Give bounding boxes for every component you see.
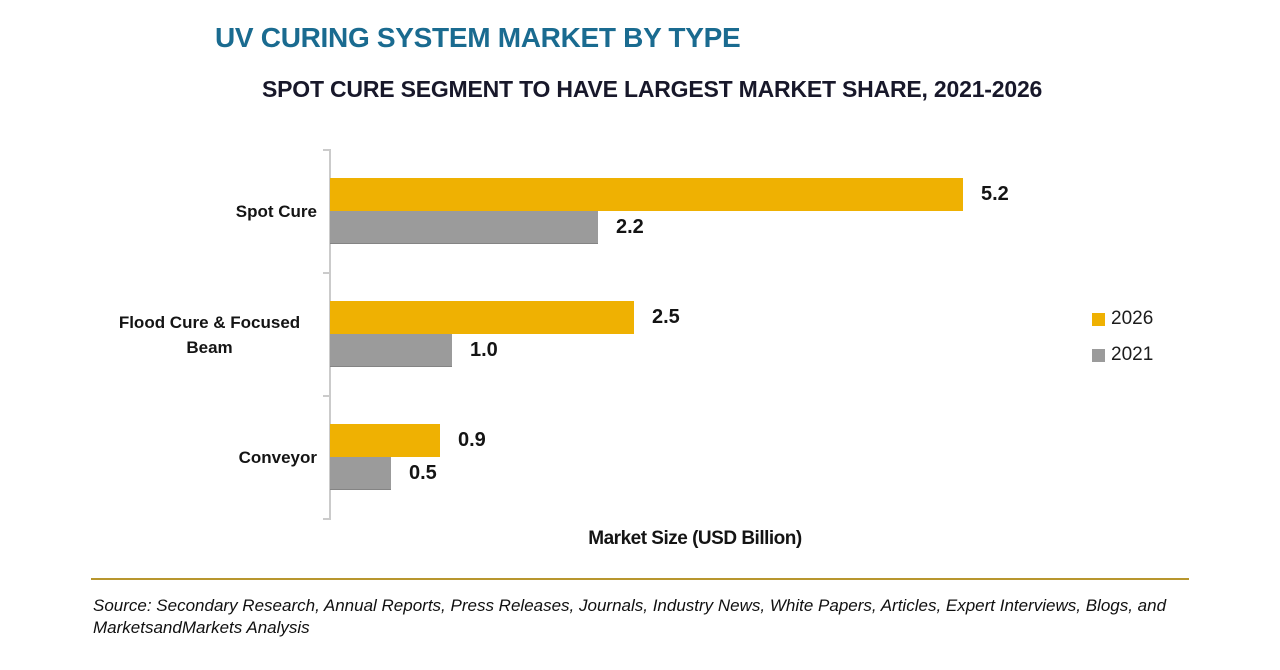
- axis-tick: [323, 149, 331, 151]
- category-label: Flood Cure & Focused Beam: [118, 312, 301, 357]
- value-label: 5.2: [981, 183, 1009, 205]
- legend-item-2026: 2026: [1092, 309, 1153, 329]
- bar-2026: [330, 424, 440, 457]
- legend-label: 2021: [1111, 344, 1154, 365]
- category-label: Spot Cure: [235, 202, 317, 221]
- value-label: 2.5: [652, 306, 680, 328]
- legend-label: 2026: [1111, 308, 1154, 329]
- axis-tick: [323, 272, 331, 274]
- legend-swatch-icon: [1092, 312, 1105, 326]
- x-axis-title: Market Size (USD Billion): [588, 528, 802, 549]
- legend-item-2021: 2021: [1092, 345, 1153, 365]
- value-label: 0.9: [458, 429, 486, 451]
- axis-tick: [323, 395, 331, 397]
- chart-subtitle: SPOT CURE SEGMENT TO HAVE LARGEST MARKET…: [262, 76, 1043, 102]
- bar-2026: [330, 301, 634, 334]
- bar-2021: [330, 457, 391, 490]
- category-label: Conveyor: [238, 448, 317, 467]
- legend: 2026 2021: [1092, 309, 1153, 365]
- source-note: Source: Secondary Research, Annual Repor…: [93, 596, 1167, 637]
- bar-2026: [330, 178, 963, 211]
- legend-swatch-icon: [1092, 348, 1105, 362]
- bar-2021: [330, 211, 598, 244]
- chart-title: UV CURING SYSTEM MARKET BY TYPE: [215, 22, 741, 53]
- value-label: 2.2: [616, 216, 644, 238]
- divider-rule: [91, 578, 1189, 580]
- bar-2021: [330, 334, 452, 367]
- axis-tick: [323, 518, 331, 520]
- value-label: 1.0: [470, 339, 498, 361]
- value-label: 0.5: [409, 462, 437, 484]
